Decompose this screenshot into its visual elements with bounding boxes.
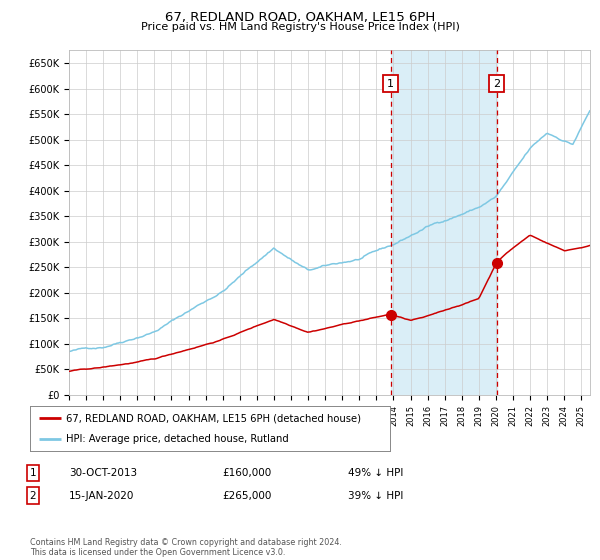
Text: 1: 1 (29, 468, 37, 478)
Bar (391, 50, 497, 395)
Text: HPI: Average price, detached house, Rutland: HPI: Average price, detached house, Rutl… (66, 433, 289, 444)
Text: 30-OCT-2013: 30-OCT-2013 (69, 468, 137, 478)
Text: 2: 2 (493, 78, 500, 88)
Text: 2: 2 (29, 491, 37, 501)
Text: 15-JAN-2020: 15-JAN-2020 (69, 491, 134, 501)
Text: £265,000: £265,000 (222, 491, 271, 501)
Text: Price paid vs. HM Land Registry's House Price Index (HPI): Price paid vs. HM Land Registry's House … (140, 22, 460, 32)
Text: 1: 1 (387, 78, 394, 88)
Text: 67, REDLAND ROAD, OAKHAM, LE15 6PH (detached house): 67, REDLAND ROAD, OAKHAM, LE15 6PH (deta… (66, 413, 361, 423)
Text: 49% ↓ HPI: 49% ↓ HPI (348, 468, 403, 478)
Text: Contains HM Land Registry data © Crown copyright and database right 2024.
This d: Contains HM Land Registry data © Crown c… (30, 538, 342, 557)
Text: 39% ↓ HPI: 39% ↓ HPI (348, 491, 403, 501)
Text: 67, REDLAND ROAD, OAKHAM, LE15 6PH: 67, REDLAND ROAD, OAKHAM, LE15 6PH (165, 11, 435, 24)
Text: £160,000: £160,000 (222, 468, 271, 478)
